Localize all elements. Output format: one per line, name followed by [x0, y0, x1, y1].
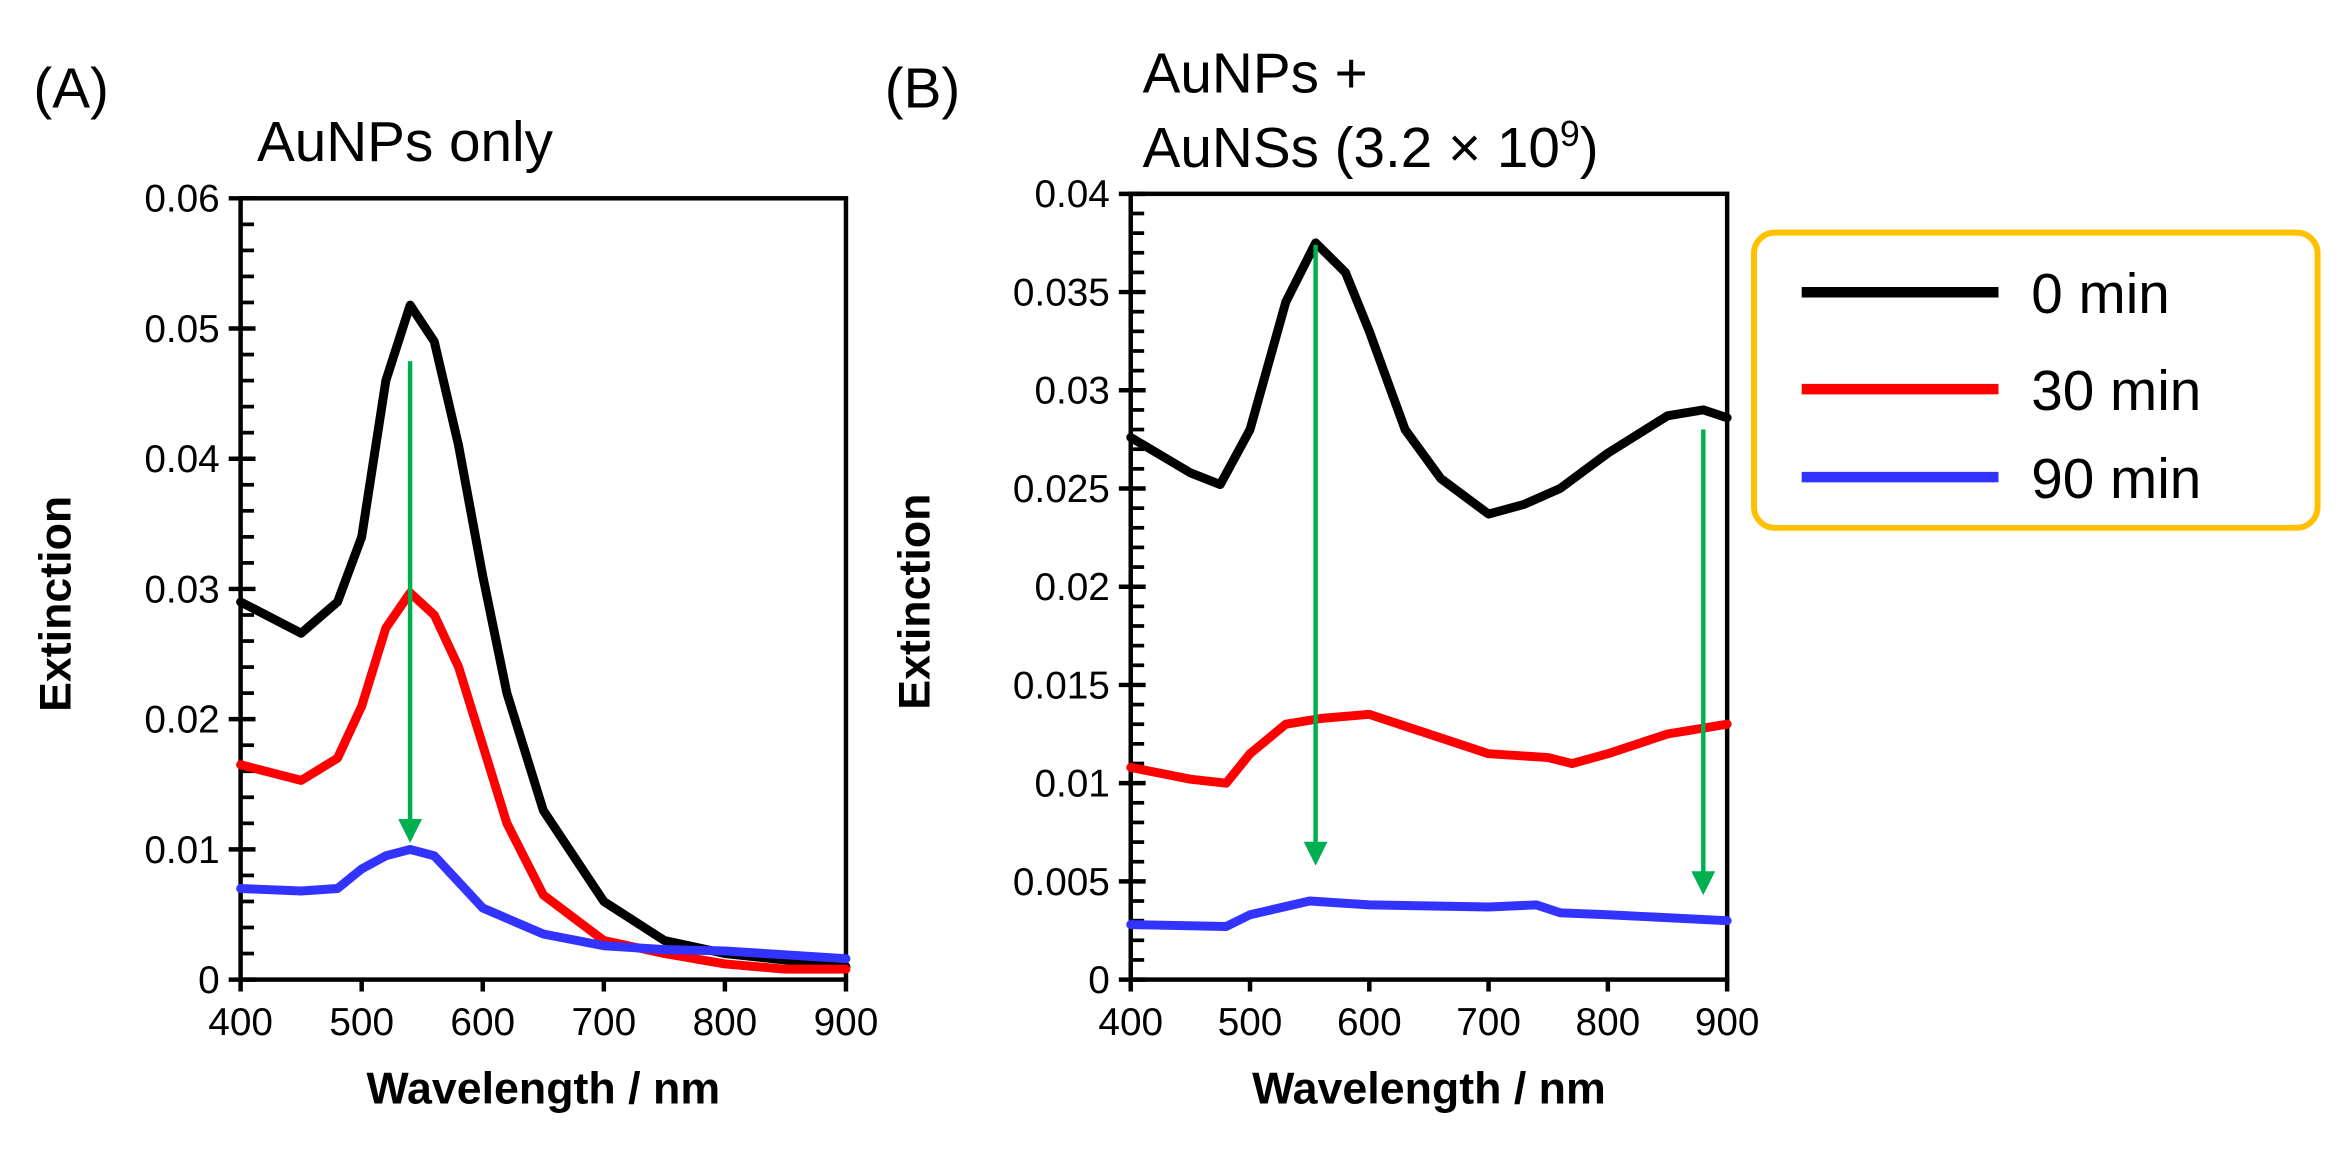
panel-b-arrow-head-icon — [1303, 841, 1328, 866]
panel-a-y-tick-label: 0.05 — [144, 308, 219, 351]
panel-b-x-tick-label: 400 — [1098, 1001, 1163, 1044]
panel-a-y-tick-label: 0.01 — [144, 829, 219, 872]
panel-b-y-tick-label: 0.03 — [1034, 370, 1109, 413]
panel-b-arrow-head-icon — [1691, 871, 1716, 896]
panel-b-plot-frame — [1128, 191, 1730, 982]
panel-b-title-sup: 9 — [1560, 114, 1580, 154]
panel-a-y-tick-label: 0.03 — [144, 568, 219, 611]
panel-b-y-axis-label: Extinction — [890, 494, 939, 710]
panel-b-series-0-min — [1126, 238, 1732, 519]
panel-a-y-tick-label: 0.04 — [144, 438, 219, 481]
panel-a-x-tick-label: 900 — [814, 1001, 879, 1044]
panel-a-x-tick-label: 600 — [450, 1001, 515, 1044]
panel-b-title-line2: AuNSs (3.2 × 109) — [1143, 114, 1599, 180]
panel-b-title-close: ) — [1580, 117, 1599, 180]
panel-b-y-tick-label: 0.005 — [1013, 861, 1110, 904]
panel-a-x-axis-label: Wavelength / nm — [366, 1064, 720, 1113]
panel-a-label: (A) — [33, 57, 109, 120]
panel-b-x-tick-label: 900 — [1695, 1001, 1760, 1044]
legend: 0 min 30 min 90 min — [1751, 229, 2321, 531]
panel-a-x-tick-label: 700 — [571, 1001, 636, 1044]
panel-b-x-tick-label: 500 — [1218, 1001, 1283, 1044]
panel-b-y-tick-label: 0.015 — [1013, 664, 1110, 707]
panel-b-title-line1: AuNPs + — [1143, 42, 1368, 105]
panel-b-y-tick-label: 0.025 — [1013, 468, 1110, 511]
panel-b-x-tick-label: 700 — [1456, 1001, 1521, 1044]
panel-b-x-tick-label: 800 — [1576, 1001, 1641, 1044]
panel-b-y-tick-label: 0.01 — [1034, 763, 1109, 806]
panel-a-y-tick-label: 0.02 — [144, 699, 219, 742]
panel-b-series-90-min — [1126, 896, 1732, 931]
panel-b-y-tick-label: 0.02 — [1034, 566, 1109, 609]
panel-a-arrow-head-icon — [398, 819, 423, 843]
panel-a-x-tick-label: 800 — [693, 1001, 758, 1044]
panel-b-x-tick-label: 600 — [1337, 1001, 1402, 1044]
legend-box — [1751, 229, 2321, 531]
panel-a-series-90-min — [236, 844, 851, 964]
panel-a-x-tick-label: 500 — [329, 1001, 394, 1044]
panel-a-series-0-min — [236, 300, 851, 972]
panel-a-plot: 0 0.01 0.02 0.03 0.04 0.05 0.06 400 500 600 700 800… — [32, 178, 879, 1114]
panel-b-y-tick-label: 0.035 — [1013, 271, 1110, 314]
panel-a-x-tick-label: 400 — [208, 1001, 273, 1044]
panel-b-y-tick-label: 0 — [1088, 959, 1110, 1002]
panel-b-x-axis-label: Wavelength / nm — [1252, 1064, 1606, 1113]
panel-b-y-tick-label: 0.04 — [1034, 173, 1109, 216]
panel-b-label: (B) — [885, 57, 961, 120]
legend-label-2: 90 min — [2031, 448, 2201, 511]
panel-a-y-tick-label: 0 — [198, 959, 220, 1002]
panel-b-title-main: AuNSs (3.2 × 10 — [1143, 117, 1560, 180]
panel-a-title: AuNPs only — [257, 111, 554, 174]
panel-a-y-tick-label: 0.06 — [144, 178, 219, 221]
panel-b-series-30-min — [1126, 709, 1732, 788]
panel-a-y-axis-label: Extinction — [32, 496, 81, 712]
panel-a-plot-frame — [238, 196, 849, 982]
panel-a-series-30-min — [236, 588, 851, 974]
legend-label-0: 0 min — [2031, 263, 2170, 326]
legend-label-1: 30 min — [2031, 360, 2201, 423]
panel-b-plot: 0 0.005 0.01 0.015 0.02 0.025 0.03 0.035 0.04 400… — [890, 173, 1759, 1113]
